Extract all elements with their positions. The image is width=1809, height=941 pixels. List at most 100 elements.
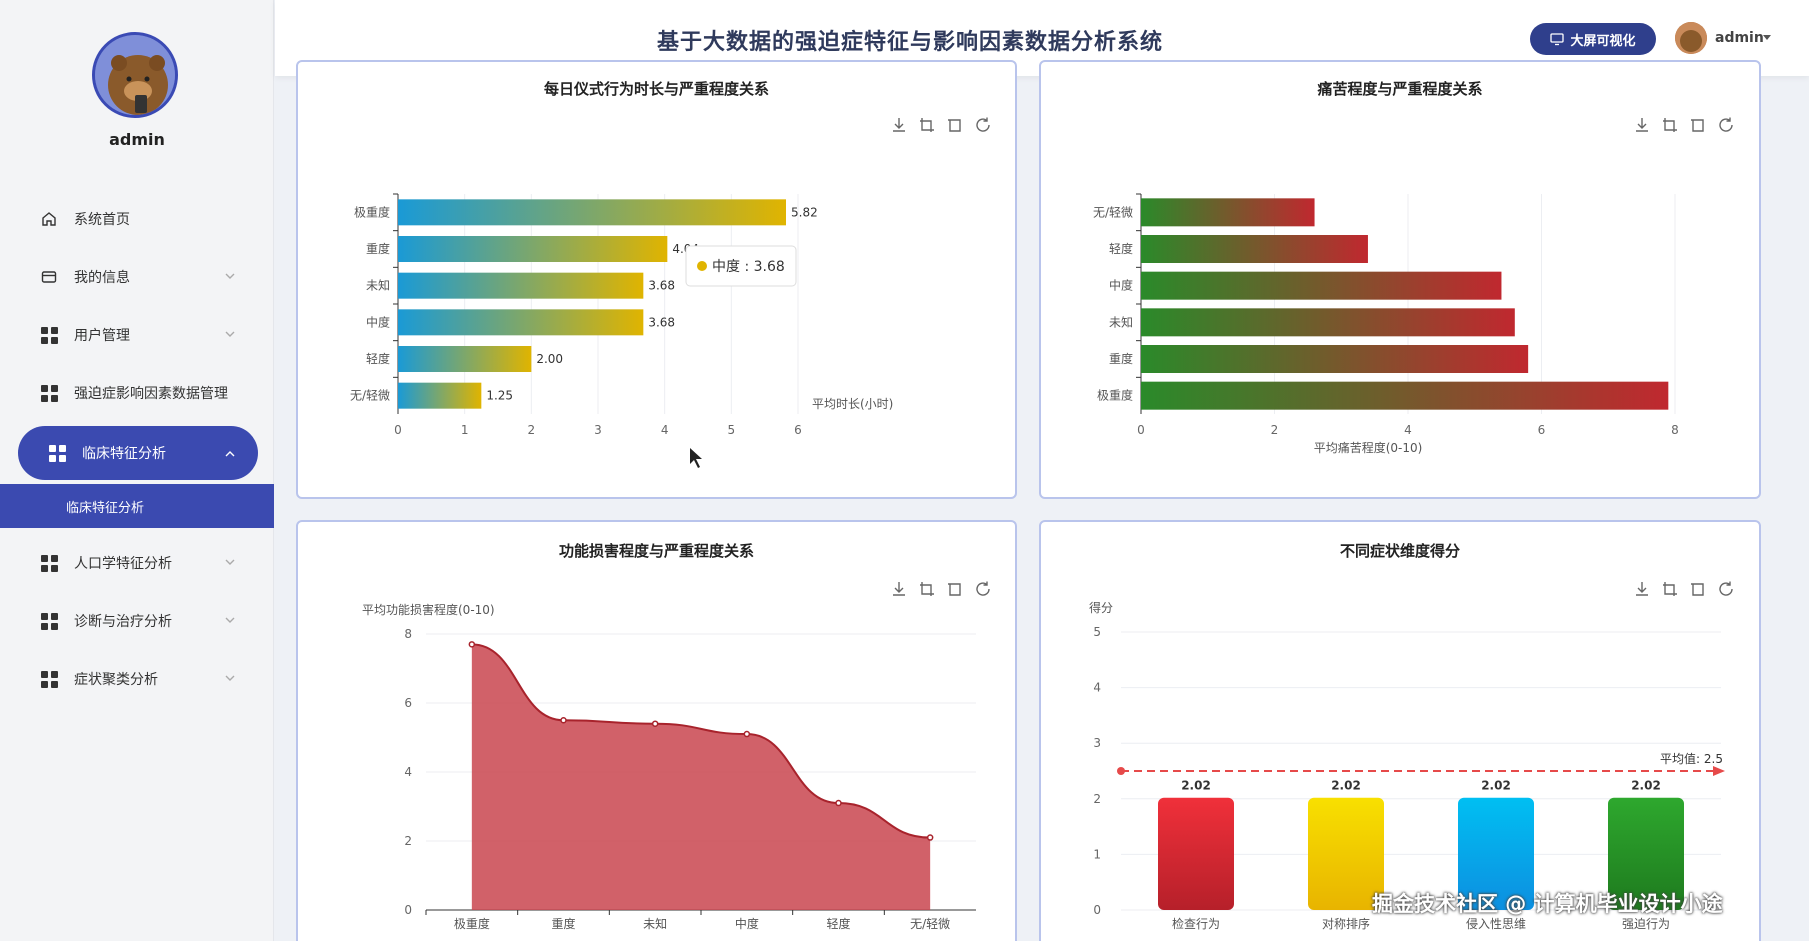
refresh-icon[interactable]	[1717, 116, 1735, 134]
y-axis-label: 得分	[1089, 600, 1113, 615]
chart-toolbox	[1633, 580, 1735, 598]
x-tick-label: 对称排序	[1322, 916, 1370, 931]
sidebar-item-symptom-cluster[interactable]: 症状聚类分析	[0, 650, 274, 708]
zoom-icon[interactable]	[918, 580, 936, 598]
data-point	[835, 799, 842, 807]
average-marker	[1117, 767, 1125, 775]
refresh-icon[interactable]	[1717, 580, 1735, 598]
download-icon[interactable]	[1633, 580, 1651, 598]
monitor-icon	[1550, 33, 1565, 46]
download-icon[interactable]	[890, 116, 908, 134]
average-arrow	[1713, 766, 1725, 776]
grid-icon	[40, 384, 58, 402]
chart-container: 0 1 2 3 4 5 得分 2.02 检查行为 2.02 对称排序 2.02 侵入性思维 2.02 强迫行…	[1055, 574, 1745, 941]
x-tick-label: 1	[461, 423, 469, 437]
mouse-cursor-icon	[690, 448, 702, 468]
y-tick-label: 1	[1093, 847, 1101, 861]
average-label: 平均值: 2.5	[1660, 751, 1723, 766]
sidebar-item-clinical-analysis[interactable]: 临床特征分析	[18, 426, 258, 480]
refresh-icon[interactable]	[974, 116, 992, 134]
zoom-reset-icon[interactable]	[1689, 116, 1707, 134]
y-tick-label: 0	[404, 903, 412, 917]
y-tick-label: 中度	[1109, 278, 1133, 293]
x-tick-label: 3	[594, 423, 602, 437]
y-tick-label: 2	[1093, 792, 1101, 806]
sidebar-item-user-management[interactable]: 用户管理	[0, 306, 274, 364]
zoom-icon[interactable]	[1661, 580, 1679, 598]
zoom-reset-icon[interactable]	[946, 580, 964, 598]
area-fill	[471, 644, 931, 910]
x-tick-label: 8	[1671, 423, 1679, 437]
sidebar-item-home[interactable]: 系统首页	[0, 190, 274, 248]
x-tick-label: 2	[1271, 423, 1279, 437]
chart-ritual-duration[interactable]: 0123456极重度5.82重度4.04未知3.68中度3.68轻度2.00无/…	[312, 110, 1002, 484]
chevron-down-icon	[225, 559, 235, 565]
x-tick-label: 4	[1404, 423, 1412, 437]
y-tick-label: 极重度	[354, 204, 390, 219]
data-label: 2.02	[1631, 779, 1661, 793]
x-axis-label: 平均痛苦程度(0-10)	[1314, 440, 1423, 455]
y-tick-label: 3	[1093, 736, 1101, 750]
x-tick-label: 轻度	[826, 916, 850, 931]
y-tick-label: 6	[404, 696, 412, 710]
submenu-item-clinical-analysis[interactable]: 临床特征分析	[0, 484, 274, 528]
sidebar-item-ocd-data-management[interactable]: 强迫症影响因素数据管理	[0, 364, 274, 422]
header-avatar[interactable]	[1675, 22, 1707, 54]
data-label: 3.68	[648, 279, 675, 293]
y-tick-label: 中度	[366, 314, 390, 329]
grid-icon	[48, 444, 66, 462]
panel-ritual-duration: 每日仪式行为时长与严重程度关系 0123456极重度5.82重度4.04未知3.…	[296, 60, 1017, 499]
data-point	[651, 720, 659, 727]
chart-title: 每日仪式行为时长与严重程度关系	[543, 80, 769, 98]
caret-down-icon[interactable]	[1763, 35, 1771, 40]
watermark: 掘金技术社区 @ 计算机毕业设计小途	[1372, 892, 1723, 916]
bar	[1141, 235, 1368, 263]
zoom-icon[interactable]	[1661, 116, 1679, 134]
y-tick-label: 4	[404, 765, 412, 779]
zoom-icon[interactable]	[918, 116, 936, 134]
y-tick-label: 轻度	[1109, 241, 1133, 256]
sidebar-item-label: 临床特征分析	[82, 446, 166, 462]
refresh-icon[interactable]	[974, 580, 992, 598]
zoom-reset-icon[interactable]	[1689, 580, 1707, 598]
bar	[1458, 797, 1534, 910]
y-tick-label: 2	[404, 834, 412, 848]
sidebar-item-label: 系统首页	[74, 212, 130, 228]
bar	[398, 309, 644, 336]
bar	[398, 199, 786, 226]
x-axis-label: 平均时长(小时)	[812, 397, 893, 411]
chart-symptom-dimensions[interactable]: 0 1 2 3 4 5 得分 2.02 检查行为 2.02 对称排序 2.02 侵入性思维 2.02 强迫行…	[1055, 574, 1745, 941]
id-card-icon	[40, 268, 58, 286]
grid-icon	[40, 554, 58, 572]
series-line	[471, 643, 931, 839]
sidebar-item-label: 人口学特征分析	[74, 556, 172, 572]
sidebar-item-diagnosis-analysis[interactable]: 诊断与治疗分析	[0, 592, 274, 650]
data-label: 2.02	[1481, 779, 1511, 793]
sidebar-item-label: 用户管理	[74, 328, 130, 344]
home-icon	[40, 210, 58, 228]
download-icon[interactable]	[890, 580, 908, 598]
bigscreen-button[interactable]: 大屏可视化	[1530, 23, 1656, 55]
x-tick-label: 检查行为	[1172, 916, 1220, 931]
zoom-reset-icon[interactable]	[946, 116, 964, 134]
bar	[1141, 198, 1315, 227]
download-icon[interactable]	[1633, 116, 1651, 134]
chart-toolbox	[1633, 116, 1735, 134]
bar	[1158, 797, 1234, 910]
chart-container: 0 2 4 6 8 平均功能损害程度(0-10) 极重度 重度 未知 中度 轻度 无/轻微	[312, 574, 1002, 941]
chart-title: 功能损害程度与严重程度关系	[558, 542, 754, 560]
page-title: 基于大数据的强迫症特征与影响因素数据分析系统	[656, 30, 1163, 55]
chart-functional-impairment[interactable]: 0 2 4 6 8 平均功能损害程度(0-10) 极重度 重度 未知 中度 轻度 无/轻微	[312, 574, 1002, 941]
data-point	[743, 730, 751, 738]
chart-container: 0123456极重度5.82重度4.04未知3.68中度3.68轻度2.00无/…	[312, 110, 1002, 484]
panel-symptom-dimensions: 不同症状维度得分 0 1 2 3 4 5 得分 2.02 检查行为 2.02 对称排序 2.02 侵入性…	[1039, 520, 1761, 941]
grid-icon	[40, 612, 58, 630]
sidebar-item-demographic-analysis[interactable]: 人口学特征分析	[0, 534, 274, 592]
data-label: 5.82	[791, 205, 818, 219]
chevron-down-icon	[225, 617, 235, 623]
sidebar-item-my-info[interactable]: 我的信息	[0, 248, 274, 306]
user-avatar[interactable]	[92, 32, 178, 118]
data-point	[468, 641, 476, 648]
header-username[interactable]: admin	[1715, 30, 1764, 46]
